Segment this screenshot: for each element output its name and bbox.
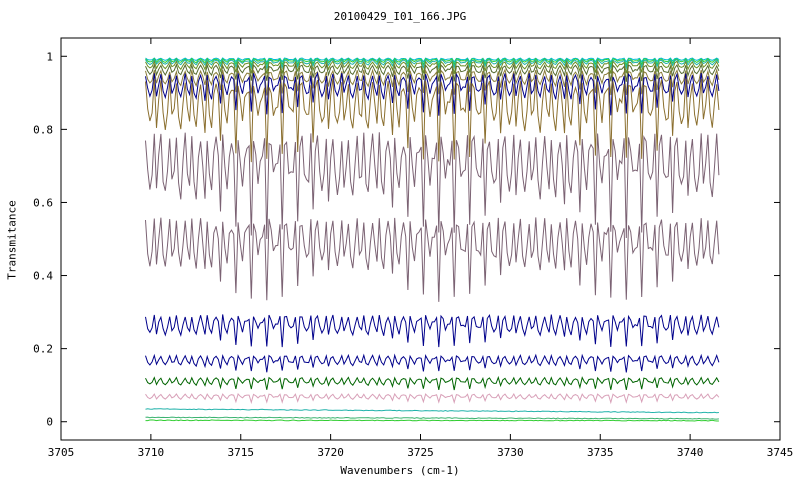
- x-tick-label: 3735: [587, 446, 614, 459]
- flat-series-line: [145, 419, 719, 422]
- spectrum-series-line: [145, 59, 720, 74]
- spectrum-series-line: [145, 58, 720, 70]
- y-tick-label: 0.6: [33, 196, 53, 209]
- y-tick-label: 0.8: [33, 123, 53, 136]
- spectrum-series-line: [145, 62, 720, 82]
- x-tick-label: 3745: [767, 446, 794, 459]
- x-axis-label: Wavenumbers (cm-1): [340, 464, 460, 477]
- spectrum-series-line: [145, 78, 720, 163]
- spectrum-series-line: [145, 68, 720, 96]
- flat-series-line: [145, 416, 719, 420]
- series-layer: [145, 57, 720, 422]
- spectrum-series-line: [145, 71, 720, 116]
- spectrum-series-line: [145, 57, 720, 64]
- spectrum-series-line: [145, 353, 720, 373]
- x-tick-label: 3720: [317, 446, 344, 459]
- spectrum-series-line: [145, 392, 720, 405]
- x-tick-label: 3705: [48, 446, 75, 459]
- spectrum-series-line: [145, 132, 720, 240]
- x-tick-label: 3715: [228, 446, 255, 459]
- y-tick-label: 0: [46, 416, 53, 429]
- y-tick-label: 0.4: [33, 270, 53, 283]
- chart-title: 20100429_I01_166.JPG: [333, 10, 467, 23]
- flat-series-line: [145, 408, 719, 414]
- y-tick-label: 0.2: [33, 343, 53, 356]
- y-tick-label: 1: [46, 50, 53, 63]
- spectrum-series-line: [145, 57, 720, 67]
- spectrum-series-line: [145, 313, 720, 348]
- ticks-layer: 3705 3710 3715 3720 3725 3730 3735 3740 3745 0 0.2…: [33, 38, 793, 459]
- x-tick-label: 3740: [677, 446, 704, 459]
- x-tick-label: 3730: [497, 446, 524, 459]
- spectrum-series-line: [145, 375, 720, 391]
- x-tick-label: 3710: [138, 446, 165, 459]
- spectrum-series-line: [145, 217, 720, 302]
- x-tick-label: 3725: [407, 446, 434, 459]
